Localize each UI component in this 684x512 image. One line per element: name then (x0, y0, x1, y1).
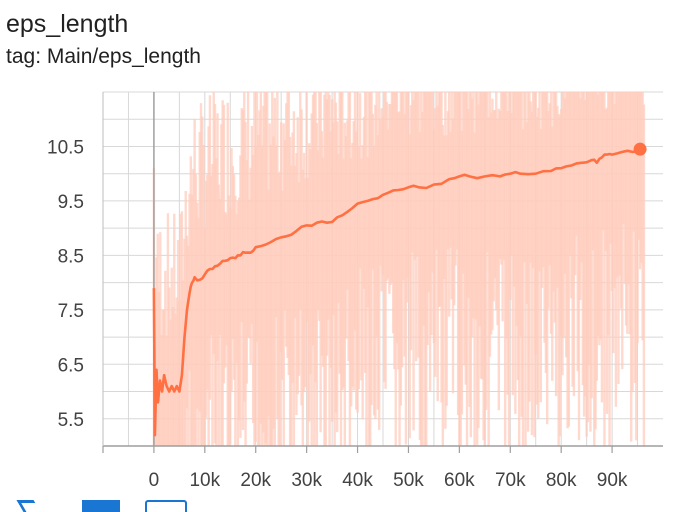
smoothed-line (152, 148, 641, 437)
y-tick-label: 8.5 (58, 246, 84, 267)
x-tick-label: 80k (546, 470, 577, 491)
tick-labels: 0 10k 20k 30k 40k 50k 60k 70k 80k 90k 5.5 6.5 7.5 8.5… (47, 137, 628, 491)
x-tick-label: 10k (189, 470, 220, 491)
y-tick-label: 7.5 (58, 301, 84, 322)
x-tick-label: 90k (597, 470, 628, 491)
card-tag: tag: Main/eps_length (6, 45, 201, 68)
last-point-marker (633, 142, 647, 156)
x-tick-label: 30k (291, 470, 322, 491)
y-tick-label: 6.5 (58, 355, 84, 376)
y-tick-label: 5.5 (58, 410, 84, 431)
x-tick-label: 60k (444, 470, 475, 491)
raw-data-band (152, 92, 646, 446)
toggle-log-icon[interactable] (82, 500, 120, 512)
x-tick-label: 20k (240, 470, 271, 491)
smoothed-series (152, 142, 647, 437)
x-tick-label: 50k (393, 470, 424, 491)
card-title: eps_length (6, 10, 129, 38)
y-tick-label: 9.5 (58, 192, 84, 213)
y-tick-label: 10.5 (47, 137, 84, 158)
download-icon[interactable] (145, 500, 187, 512)
x-tick-label: 40k (342, 470, 373, 491)
x-tick-label: 0 (149, 470, 160, 491)
x-tick-label: 70k (495, 470, 526, 491)
